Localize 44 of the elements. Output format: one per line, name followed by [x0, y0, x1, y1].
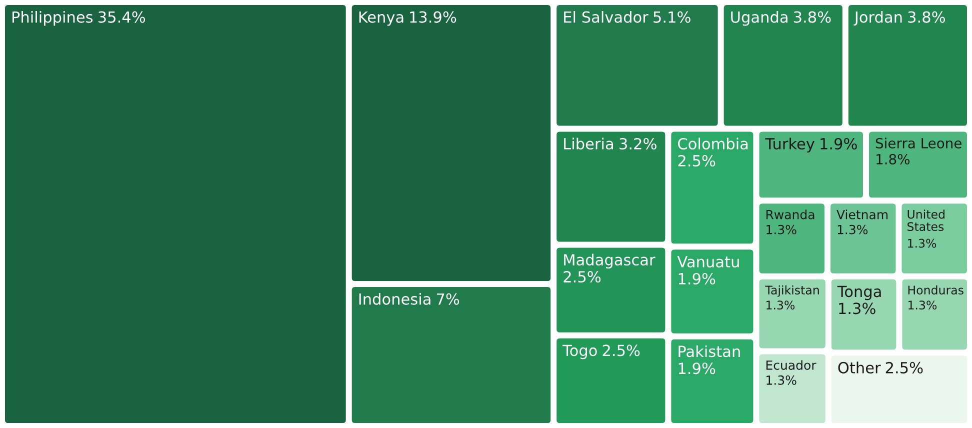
category-label: Tonga — [837, 286, 881, 300]
data-label: 2.5% — [602, 344, 640, 356]
category-label: Turkey — [765, 138, 814, 152]
category-label: Colombia — [678, 138, 748, 150]
data-label: 3.8% — [908, 11, 945, 23]
category-label: Madagascar — [564, 254, 656, 269]
data-label: 1.3% — [766, 300, 795, 310]
data-label: 3.8% — [794, 11, 831, 23]
data-label: 1.3% — [908, 238, 936, 248]
category-label: Tajikistan — [765, 285, 819, 297]
category-label: Indonesia — [359, 292, 430, 305]
category-label: Vanuatu — [677, 256, 739, 268]
data-label: 1.3% — [839, 302, 876, 314]
data-label: 1.8% — [876, 154, 910, 164]
category-label: Honduras — [908, 285, 964, 295]
data-label: 5.1% — [654, 11, 690, 23]
category-label: Sierra Leone — [876, 138, 962, 148]
data-label: 1.3% — [766, 224, 796, 234]
category-label: Jordan — [854, 11, 902, 26]
data-label: 2.5% — [564, 270, 601, 283]
category-label: Rwanda — [766, 210, 814, 220]
data-label: 2.5% — [678, 154, 716, 167]
data-label: 1.9% — [820, 138, 857, 150]
category-label: Other — [838, 362, 881, 374]
category-label: Uganda — [731, 11, 788, 26]
category-label: Vietnam — [836, 210, 888, 220]
data-label: 2.5% — [886, 362, 923, 374]
data-label: 1.3% — [838, 224, 868, 234]
category-label: Philippines — [12, 11, 93, 26]
category-label: Pakistan — [678, 345, 740, 358]
data-label: 1.9% — [678, 272, 716, 285]
data-label: 1.3% — [908, 300, 937, 310]
category-label: Ecuador — [766, 360, 816, 370]
data-label: 1.3% — [766, 375, 796, 385]
category-label: El Salvador — [564, 11, 648, 23]
data-label: 3.2% — [620, 138, 656, 150]
data-label: 35.4% — [98, 11, 146, 23]
data-label: 1.9% — [678, 362, 716, 374]
category-label: Liberia — [564, 138, 613, 150]
data-label: 13.9% — [410, 11, 456, 23]
category-label: Togo — [562, 344, 597, 360]
data-label: 7% — [436, 293, 460, 305]
category-label: United States — [908, 210, 944, 232]
category-label: Kenya — [359, 11, 404, 26]
